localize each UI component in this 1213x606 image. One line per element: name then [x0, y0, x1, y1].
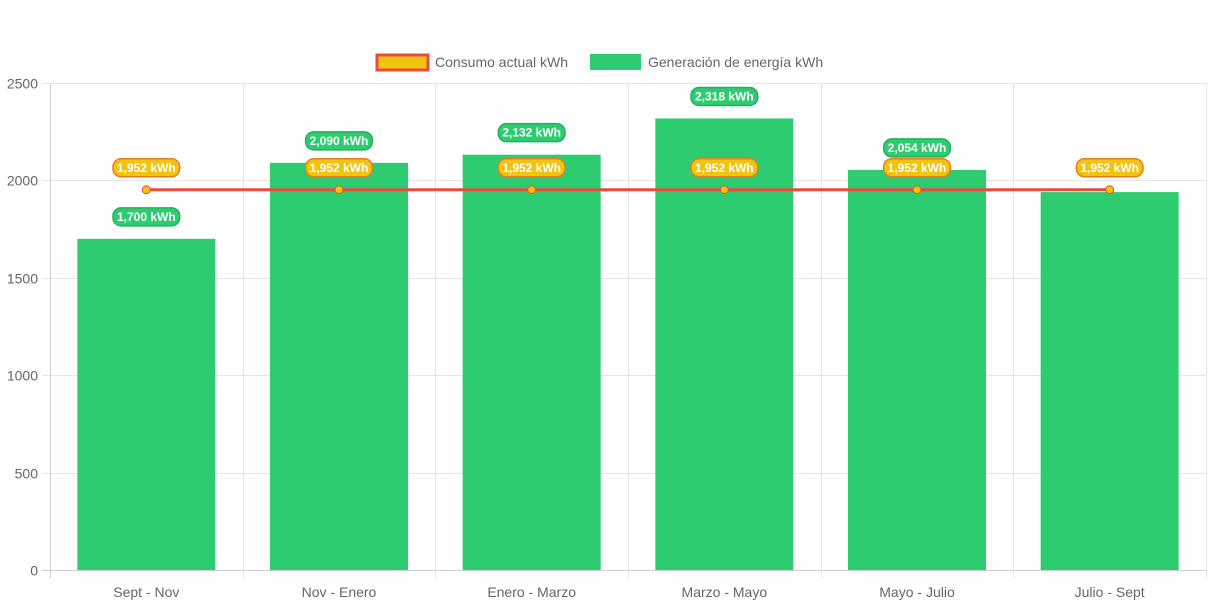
- x-tick-label: Mayo - Julio: [879, 584, 955, 600]
- legend-swatch-consumo: [375, 53, 430, 72]
- line-point-consumo: [912, 185, 922, 195]
- line-point-consumo: [141, 185, 151, 195]
- bar-data-label-text: 1,700 kWh: [117, 210, 176, 224]
- bar-generacion: [270, 162, 408, 571]
- line-data-label-text: 1,952 kWh: [310, 161, 369, 175]
- chart-legend: Consumo actual kWh Generación de energía …: [375, 53, 823, 72]
- y-tick-label: 2500: [7, 76, 38, 92]
- line-point-consumo: [1105, 185, 1115, 195]
- line-data-label: 1,952 kWh: [1075, 158, 1144, 178]
- line-data-label-text: 1,952 kWh: [502, 161, 561, 175]
- line-data-label-bg: [882, 158, 952, 178]
- line-layer: [141, 185, 1115, 195]
- bar-generacion: [848, 169, 986, 570]
- y-tick-label: 0: [30, 563, 38, 579]
- bar-data-label-bg: [112, 207, 181, 227]
- bar-data-label-bg: [882, 138, 952, 158]
- bar-data-label-text: 2,054 kWh: [888, 141, 947, 155]
- x-tick-label: Sept - Nov: [113, 584, 179, 600]
- x-tick-label: Marzo - Mayo: [682, 584, 768, 600]
- x-tick-label: Nov - Enero: [302, 584, 377, 600]
- line-data-label-text: 1,952 kWh: [695, 161, 754, 175]
- bar-data-label: 2,318 kWh: [690, 86, 759, 107]
- line-data-label-text: 1,952 kWh: [117, 161, 176, 175]
- x-tick-label: Julio - Sept: [1075, 584, 1145, 600]
- line-data-label-bg: [497, 158, 566, 178]
- line-point-consumo: [334, 185, 344, 195]
- labels-layer: 1,700 kWh 2,090 kWh 2,132 kWh 2,318 kWh 2,05…: [112, 86, 1144, 227]
- legend-label-generacion: Generación de energía kWh: [648, 54, 823, 70]
- line-data-label: 1,952 kWh: [690, 158, 759, 178]
- line-data-label-text: 1,952 kWh: [1080, 161, 1139, 175]
- line-data-label-bg: [112, 158, 181, 178]
- bar-data-label-bg: [497, 122, 566, 143]
- bar-data-label-text: 2,132 kWh: [502, 126, 561, 140]
- y-tick-label: 500: [15, 466, 39, 482]
- grid-layer: [42, 83, 1207, 578]
- bar-data-label: 2,090 kWh: [304, 131, 374, 151]
- line-data-label-bg: [1075, 158, 1144, 178]
- line-point-consumo: [719, 185, 729, 195]
- line-point-consumo: [527, 185, 537, 195]
- bar-data-label-text: 2,318 kWh: [695, 89, 754, 103]
- line-data-label-bg: [304, 158, 374, 178]
- bar-generacion: [77, 238, 216, 570]
- bar-data-label-text: 2,090 kWh: [310, 134, 369, 148]
- bar-data-label: 2,054 kWh: [882, 138, 952, 158]
- line-data-label-text: 1,952 kWh: [888, 161, 947, 175]
- y-tick-label: 1500: [7, 271, 38, 287]
- y-tick-label: 2000: [7, 173, 38, 189]
- line-data-label: 1,952 kWh: [304, 158, 374, 178]
- legend-label-consumo: Consumo actual kWh: [435, 54, 568, 70]
- line-data-label-bg: [690, 158, 759, 178]
- line-data-label: 1,952 kWh: [112, 158, 181, 178]
- bar-data-label-bg: [690, 86, 759, 107]
- y-tick-label: 1000: [7, 368, 38, 384]
- bar-data-label-bg: [304, 131, 374, 151]
- line-data-label: 1,952 kWh: [497, 158, 566, 178]
- bar-generacion: [1040, 192, 1179, 570]
- line-data-label: 1,952 kWh: [882, 158, 952, 178]
- bar-data-label: 2,132 kWh: [497, 122, 566, 143]
- bar-generacion: [462, 154, 601, 570]
- x-tick-label: Enero - Marzo: [487, 584, 576, 600]
- bar-data-label: 1,700 kWh: [112, 207, 181, 227]
- bars-layer: [77, 118, 1179, 571]
- axis-layer: 0 500 1000 1500 2000 2500 Sept - Nov Nov - Ener…: [7, 76, 1145, 601]
- legend-swatch-generacion: [590, 54, 641, 70]
